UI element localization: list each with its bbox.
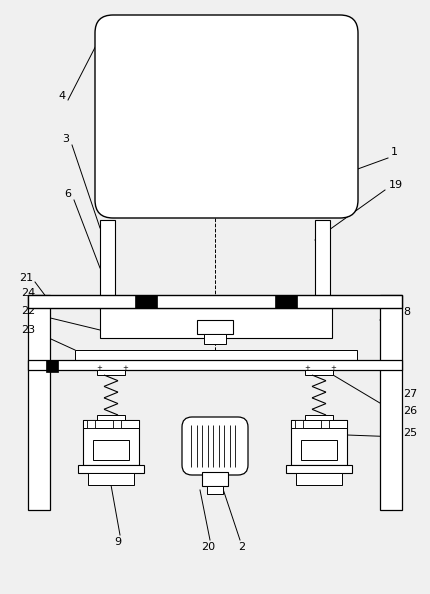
Text: 2: 2 xyxy=(239,542,246,552)
Bar xyxy=(380,295,402,510)
Text: +: + xyxy=(122,365,128,371)
Bar xyxy=(321,420,329,428)
Text: 21: 21 xyxy=(19,273,33,283)
Bar xyxy=(295,420,303,428)
Bar xyxy=(135,295,157,308)
Bar xyxy=(301,440,337,460)
Bar xyxy=(197,320,233,334)
Bar xyxy=(286,465,352,473)
Bar xyxy=(75,350,357,360)
FancyBboxPatch shape xyxy=(95,15,358,218)
Text: 9: 9 xyxy=(114,537,122,547)
Text: 1: 1 xyxy=(391,147,398,157)
Text: 24: 24 xyxy=(21,288,35,298)
Bar xyxy=(315,220,330,310)
Bar xyxy=(28,295,402,308)
Bar xyxy=(207,486,223,494)
Text: 6: 6 xyxy=(64,189,71,199)
Text: 19: 19 xyxy=(389,180,403,190)
Bar xyxy=(291,420,347,428)
Text: 23: 23 xyxy=(21,325,35,335)
Bar xyxy=(305,370,333,375)
Bar xyxy=(291,420,347,465)
Text: 8: 8 xyxy=(403,307,410,317)
Bar xyxy=(88,473,134,485)
Text: 4: 4 xyxy=(58,91,65,101)
Text: 20: 20 xyxy=(201,542,215,552)
Bar xyxy=(97,370,125,375)
Bar xyxy=(28,360,402,370)
Bar xyxy=(97,415,125,420)
Bar xyxy=(93,440,129,460)
Text: 26: 26 xyxy=(403,406,417,416)
Text: 3: 3 xyxy=(62,134,70,144)
Text: +: + xyxy=(330,365,336,371)
Bar xyxy=(78,465,144,473)
Bar xyxy=(87,420,95,428)
Bar xyxy=(83,420,139,428)
Text: +: + xyxy=(304,365,310,371)
Bar xyxy=(28,295,50,510)
Bar xyxy=(202,472,228,486)
FancyBboxPatch shape xyxy=(182,417,248,475)
Bar xyxy=(275,295,297,308)
Bar xyxy=(204,334,226,344)
Text: 25: 25 xyxy=(403,428,417,438)
Text: 27: 27 xyxy=(403,389,417,399)
Bar xyxy=(305,415,333,420)
Bar xyxy=(100,308,332,338)
Bar xyxy=(113,420,121,428)
Bar xyxy=(100,220,115,310)
Bar xyxy=(83,420,139,465)
Bar xyxy=(296,473,342,485)
Bar xyxy=(46,360,58,372)
Text: +: + xyxy=(96,365,102,371)
Text: 22: 22 xyxy=(21,306,35,316)
